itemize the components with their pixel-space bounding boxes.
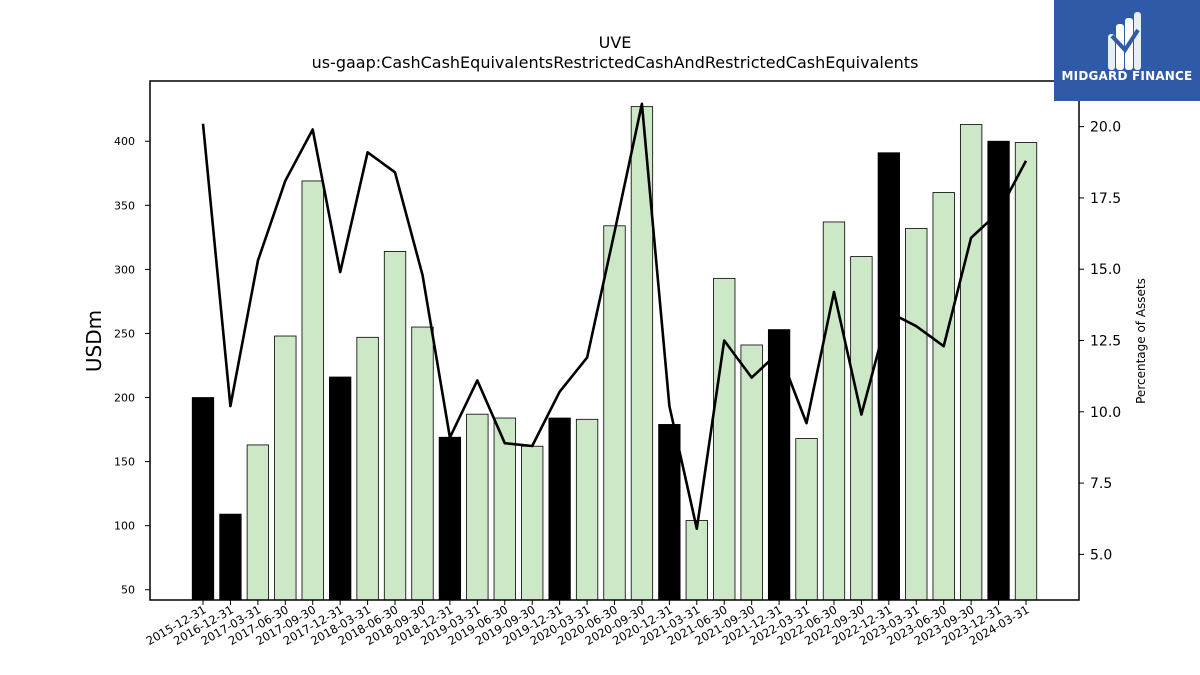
y2-tick-label: 7.5 — [1090, 476, 1112, 492]
pct-assets-line — [201, 102, 1028, 531]
bar-2023-03-31 — [905, 227, 928, 601]
bar-2020-12-31 — [658, 424, 681, 601]
bar-2020-03-31 — [575, 418, 599, 601]
y-axis-label: USDm — [82, 310, 106, 372]
bar-2019-06-30 — [493, 417, 516, 601]
bar-2018-06-30 — [383, 251, 407, 601]
bar-2017-09-30 — [301, 180, 324, 601]
bar-2017-03-31 — [246, 444, 270, 601]
line-group — [201, 102, 1028, 531]
bar-2015-12-31 — [191, 397, 215, 601]
y-tick-label: 400 — [114, 135, 135, 148]
bar-2016-12-31 — [219, 513, 242, 601]
bar-2023-06-30 — [932, 192, 955, 601]
bar-2019-09-30 — [521, 445, 544, 601]
bar-2017-06-30 — [274, 335, 297, 601]
left-axis: 50 100 150 200 250 300 350 400 — [114, 135, 150, 597]
chart-title: UVE — [599, 33, 632, 52]
y-tick-label: 50 — [121, 584, 135, 597]
bar-2018-03-31 — [356, 336, 379, 601]
bar-2017-12-31 — [329, 376, 352, 601]
y2-tick-label: 20.0 — [1090, 120, 1121, 136]
bar-2019-12-31 — [548, 417, 571, 601]
bar-2023-09-30 — [959, 124, 983, 601]
chart-subtitle: us-gaap:CashCashEquivalentsRestrictedCas… — [312, 53, 919, 72]
y-tick-label: 250 — [114, 327, 135, 340]
bar-2021-03-31 — [685, 520, 708, 601]
x-axis: 2015-12-312016-12-312017-03-312017-06-30… — [144, 600, 1032, 648]
logo-mark-icon — [1108, 12, 1141, 70]
y2-tick-label: 10.0 — [1090, 405, 1121, 421]
bar-2021-09-30 — [740, 344, 763, 601]
bar-2022-09-30 — [850, 256, 873, 601]
y2-tick-label: 17.5 — [1090, 191, 1121, 207]
right-axis: 5.0 7.5 10.0 12.5 15.0 17.5 20.0 — [1079, 120, 1121, 563]
y2-axis-label: Percentage of Assets — [1134, 278, 1148, 404]
bar-2020-06-30 — [603, 225, 626, 601]
bar-2022-12-31 — [877, 152, 900, 601]
y-tick-label: 200 — [114, 392, 135, 405]
y-tick-label: 100 — [114, 520, 135, 533]
bar-2018-09-30 — [411, 326, 434, 601]
logo-text: MIDGARD FINANCE — [1061, 69, 1193, 83]
bar-2024-03-31 — [1014, 142, 1038, 601]
y-tick-label: 150 — [114, 456, 135, 469]
bars-group — [191, 106, 1038, 601]
bar-2018-12-31 — [438, 436, 462, 601]
bar-2019-03-31 — [466, 413, 489, 601]
y-tick-label: 350 — [114, 199, 135, 212]
y-tick-label: 300 — [114, 263, 135, 276]
y2-tick-label: 5.0 — [1090, 547, 1112, 563]
bar-2021-06-30 — [713, 277, 736, 601]
brand-logo: MIDGARD FINANCE — [1054, 0, 1200, 101]
bar-2022-03-31 — [795, 438, 818, 601]
y2-tick-label: 15.0 — [1090, 262, 1121, 278]
bar-2022-06-30 — [822, 221, 846, 601]
y2-tick-label: 12.5 — [1090, 334, 1121, 350]
